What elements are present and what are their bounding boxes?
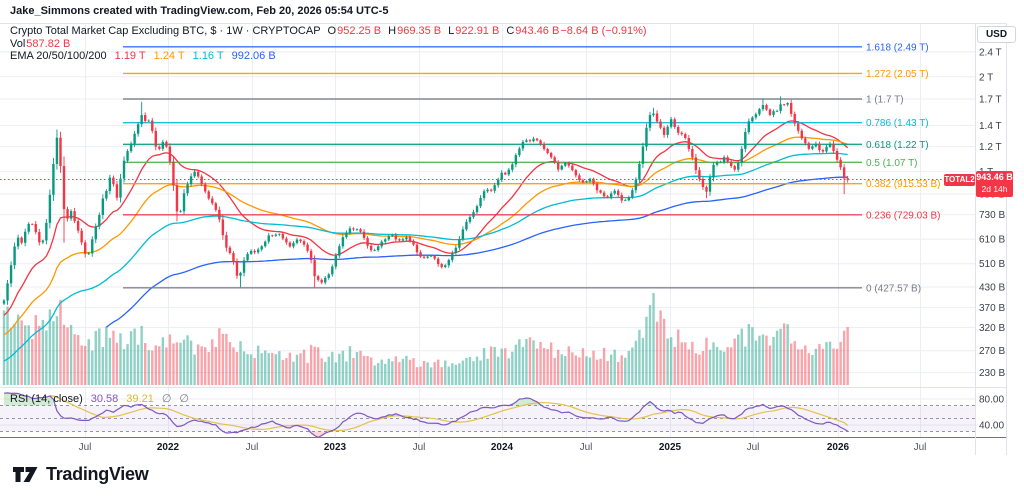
close-label: C <box>506 25 515 37</box>
time-tick-label: 2026 <box>827 442 850 453</box>
rsi-value: 30.58 <box>90 393 119 405</box>
time-tick-label: Jul <box>413 442 426 453</box>
time-tick-label: Jul <box>580 442 593 453</box>
time-tick-label: Jul <box>747 442 760 453</box>
time-axis[interactable]: Jul 2022 Jul 2023 Jul 2024 Jul 2025 Jul 2026 Jul <box>79 442 927 453</box>
time-tick-label: 2024 <box>491 442 514 453</box>
close-value: 943.46 B <box>515 25 560 37</box>
tradingview-logo[interactable]: TradingView <box>13 464 149 485</box>
rsi-axis-label: 40.00 <box>979 421 1004 432</box>
ema-label: EMA 20/50/100/200 <box>10 50 107 62</box>
price-axis-label: 1.7 T <box>979 95 1002 106</box>
price-axis-label: 430 B <box>979 283 1005 294</box>
price-axis-label: 230 B <box>979 368 1005 379</box>
fib-level-label: 0.382 (915.53 B) <box>866 179 941 190</box>
low-label: L <box>448 25 455 37</box>
rsi-pane[interactable] <box>0 392 975 438</box>
price-axis-label: 510 B <box>979 259 1005 270</box>
fib-retracement-layer[interactable]: 1.618 (2.49 T) 1.272 (2.05 T) 1 (1.7 T) 0.7… <box>123 42 941 294</box>
fib-level-label: 0.236 (729.03 B) <box>866 210 941 221</box>
time-tick-label: Jul <box>79 442 92 453</box>
price-axis-label: 2 T <box>979 72 993 83</box>
price-axis[interactable]: 2.4 T2 T1.7 T1.4 T1.2 T1 T850 B730 B610 … <box>979 47 1005 431</box>
rsi-title: RSI (14, close) <box>10 393 83 405</box>
time-tick-label: 2022 <box>157 442 180 453</box>
fib-level-label: 0.5 (1.07 T) <box>866 158 918 169</box>
time-tick-label: 2025 <box>659 442 682 453</box>
symbol-legend-row[interactable]: Crypto Total Market Cap Excluding BTC, $… <box>10 25 647 37</box>
ema-20-line <box>3 120 849 316</box>
ema20-value: 1.19 T <box>114 50 146 62</box>
ema50-value: 1.24 T <box>153 50 185 62</box>
fib-level-label: 1 (1.7 T) <box>866 95 904 106</box>
price-axis-label: 730 B <box>979 210 1005 221</box>
change-value: −8.64 B (−0.91%) <box>560 25 647 37</box>
low-value: 922.91 B <box>455 25 500 37</box>
high-label: H <box>388 25 397 37</box>
empty-set-icon: ∅ <box>179 393 189 405</box>
ema200-value: 992.06 B <box>231 50 276 62</box>
price-axis-label: 1.4 T <box>979 121 1002 132</box>
last-price-badge: 943.46 B 2d 14h <box>976 171 1013 197</box>
symbol-title: Crypto Total Market Cap Excluding BTC, $… <box>10 25 321 37</box>
rsi-line <box>3 392 849 437</box>
time-tick-label: Jul <box>246 442 259 453</box>
fib-level-label: 0.618 (1.22 T) <box>866 140 929 151</box>
fib-level-label: 0.786 (1.43 T) <box>866 118 929 129</box>
ema-lines-layer <box>3 120 849 362</box>
price-axis-label: 610 B <box>979 235 1005 246</box>
last-price-value: 943.46 B <box>976 172 1013 182</box>
price-axis-label: 270 B <box>979 346 1005 357</box>
symbol-price-tag: TOTAL2 <box>944 174 975 186</box>
fib-level-label: 0 (427.57 B) <box>866 283 921 294</box>
ema-200-line <box>106 176 848 328</box>
fib-level-label: 1.618 (2.49 T) <box>866 42 929 53</box>
ema100-value: 1.16 T <box>192 50 224 62</box>
price-axis-label: 1.2 T <box>979 142 1002 153</box>
rsi-ma-value: 39.21 <box>126 393 154 405</box>
price-axis-label: 320 B <box>979 323 1005 334</box>
rsi-legend-row[interactable]: RSI (14, close) 30.58 39.21 ∅ ∅ <box>10 392 189 405</box>
rsi-axis-label: 80.00 <box>979 394 1004 405</box>
empty-set-icon: ∅ <box>161 393 172 405</box>
currency-toggle[interactable]: USD <box>977 26 1016 43</box>
attribution-text: Jake_Simmons created with TradingView.co… <box>10 5 389 17</box>
volume-legend-row[interactable]: Vol587.82 B <box>10 38 70 50</box>
open-value: 952.25 B <box>337 25 382 37</box>
time-tick-label: Jul <box>914 442 927 453</box>
volume-label: Vol <box>10 38 26 50</box>
volume-value: 587.82 B <box>26 38 71 50</box>
volume-layer <box>2 293 849 385</box>
fib-level-label: 1.272 (2.05 T) <box>866 69 929 80</box>
high-value: 969.35 B <box>397 25 442 37</box>
ema-legend-row[interactable]: EMA 20/50/100/200 1.19 T 1.24 T 1.16 T 992.0… <box>10 50 276 62</box>
tradingview-logo-text: TradingView <box>46 464 149 484</box>
price-axis-label: 2.4 T <box>979 47 1002 58</box>
ema-100-line <box>3 152 848 362</box>
tradingview-logo-icon <box>13 467 38 482</box>
time-tick-label: 2023 <box>324 442 347 453</box>
price-axis-label: 370 B <box>979 303 1005 314</box>
bar-countdown: 2d 14h <box>981 184 1008 194</box>
open-label: O <box>327 25 337 37</box>
candles-layer[interactable] <box>2 96 849 306</box>
